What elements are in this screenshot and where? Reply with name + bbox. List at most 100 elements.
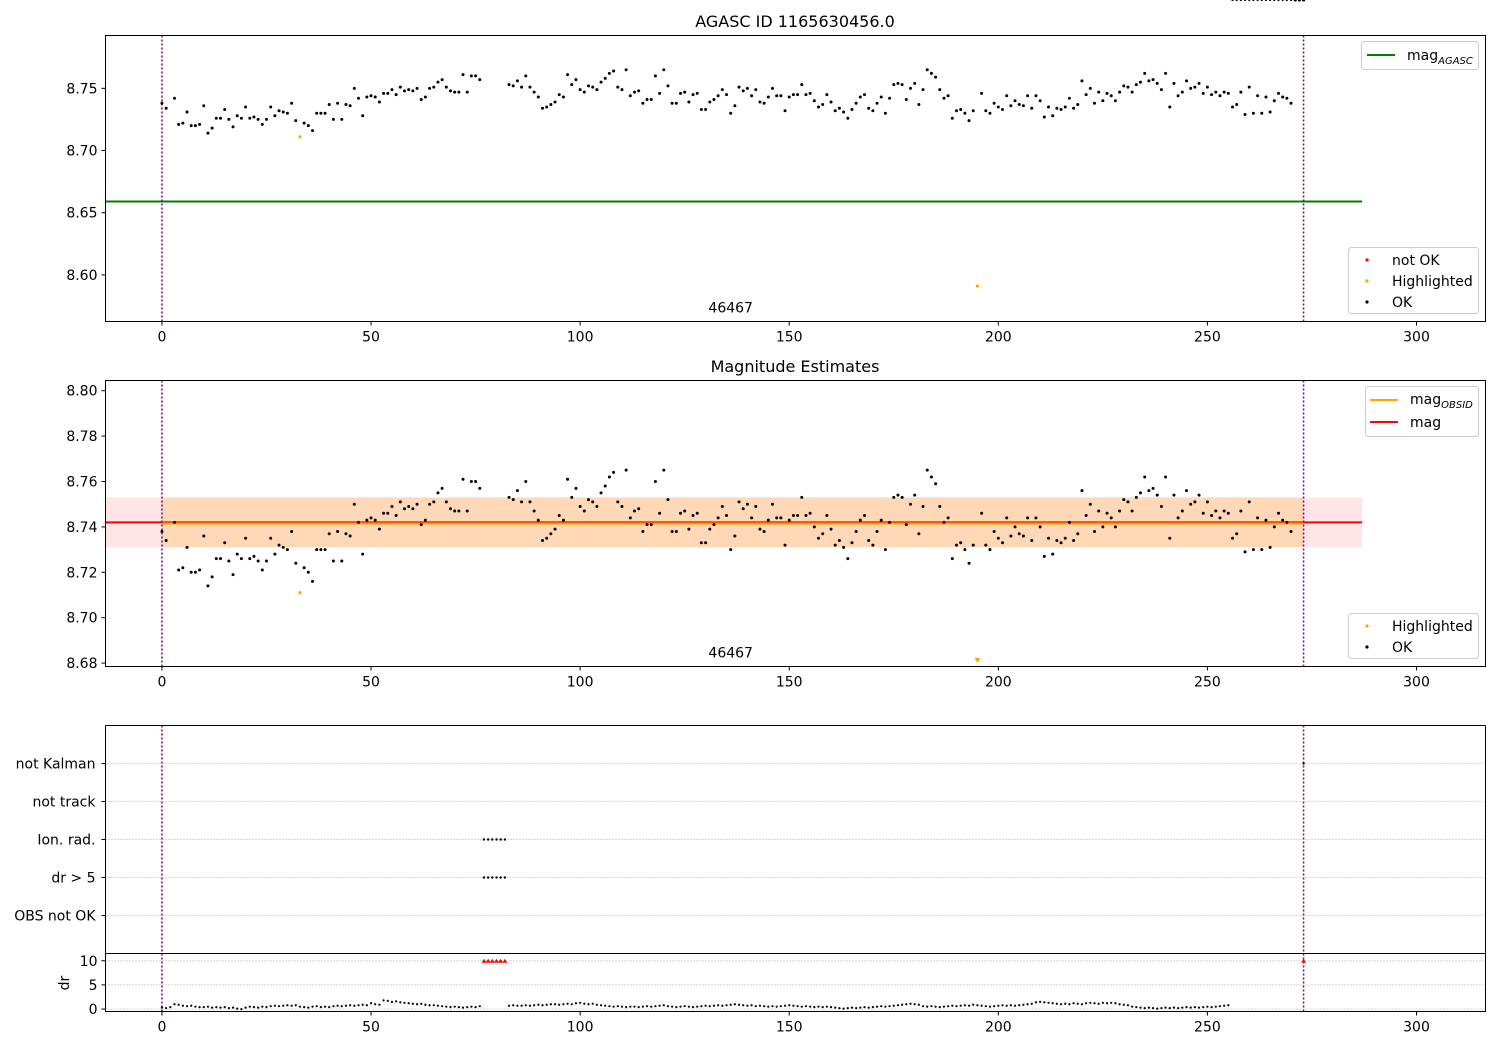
legend-ok-label: OK xyxy=(1392,640,1413,656)
ok-point xyxy=(1189,502,1193,506)
dr-point xyxy=(165,1007,168,1010)
ok-point xyxy=(992,529,996,533)
ok-point xyxy=(846,557,850,561)
dr-point xyxy=(549,1003,552,1006)
ok-point xyxy=(277,543,281,547)
ok-point xyxy=(1172,493,1176,497)
ok-point xyxy=(239,116,243,120)
ok-point xyxy=(327,103,331,107)
ok-point xyxy=(1113,99,1117,103)
dr-point xyxy=(277,1005,281,1008)
ok-point xyxy=(950,557,954,561)
dr-point xyxy=(1164,1006,1167,1009)
ok-point xyxy=(260,122,264,126)
ok-point xyxy=(996,105,1000,109)
dr-point xyxy=(1085,1002,1088,1005)
dr-point xyxy=(1151,1007,1155,1010)
ok-point xyxy=(624,68,628,72)
ok-point xyxy=(1122,498,1126,502)
ok-point xyxy=(867,106,871,110)
ok-point xyxy=(762,529,766,533)
dr-point xyxy=(1080,1003,1084,1006)
dr-point xyxy=(980,1004,983,1007)
x-tick-label: 300 xyxy=(1403,330,1430,346)
ok-point xyxy=(386,511,390,515)
dr-point xyxy=(1172,1006,1176,1009)
ok-point xyxy=(1076,103,1080,107)
ok-point xyxy=(189,570,193,574)
ok-point xyxy=(1243,550,1247,554)
dr-point xyxy=(240,1007,243,1011)
ok-point xyxy=(185,545,189,549)
ok-point xyxy=(921,88,925,92)
ok-point xyxy=(1143,475,1147,479)
ok-point xyxy=(984,109,988,113)
ok-point xyxy=(281,545,285,549)
ok-point xyxy=(1084,514,1088,518)
ok-point xyxy=(888,520,892,524)
flag-point xyxy=(486,838,490,841)
dr-point xyxy=(1022,1003,1025,1006)
ok-point xyxy=(1055,539,1059,543)
ok-point xyxy=(1272,99,1276,103)
ok-point xyxy=(679,91,682,95)
ok-point xyxy=(871,543,875,547)
ok-point xyxy=(532,90,536,94)
dr-point xyxy=(1018,1004,1021,1007)
dr-point xyxy=(921,1005,925,1008)
ok-point xyxy=(1009,104,1013,108)
flag-label: not track xyxy=(32,795,96,811)
ok-point xyxy=(1243,112,1247,116)
ok-point xyxy=(691,514,695,518)
ok-point xyxy=(465,90,469,94)
ok-point xyxy=(909,86,912,90)
ok-point xyxy=(1256,94,1260,98)
ok-point xyxy=(1168,536,1172,540)
ok-point xyxy=(465,509,469,513)
ok-point xyxy=(624,468,628,472)
panel-dr-frame xyxy=(105,953,1486,1012)
dr-point xyxy=(579,1001,582,1004)
x-tick-label: 250 xyxy=(1194,330,1221,346)
ok-point xyxy=(561,518,565,522)
ok-point xyxy=(403,89,406,93)
ok-point xyxy=(1214,509,1218,513)
dr-point xyxy=(612,1005,615,1008)
y-tick-label: 8.75 xyxy=(66,81,97,97)
ok-point xyxy=(708,527,712,531)
ok-point xyxy=(248,116,252,120)
ok-point xyxy=(833,543,837,547)
ok-point xyxy=(775,516,779,520)
ok-point xyxy=(520,500,524,504)
dr-point xyxy=(587,1003,590,1006)
ok-point xyxy=(285,111,289,115)
dr-point xyxy=(905,1003,908,1006)
ok-point xyxy=(637,507,641,511)
dr-point xyxy=(1248,0,1251,2)
ok-point xyxy=(294,561,298,565)
ok-point xyxy=(1072,539,1076,543)
ok-point xyxy=(733,534,737,538)
ok-point xyxy=(607,475,611,479)
dr-point xyxy=(733,1003,736,1006)
ok-point xyxy=(616,85,620,89)
ok-point xyxy=(1005,516,1009,520)
ok-point xyxy=(160,101,164,105)
ok-point xyxy=(1201,91,1205,95)
ok-point xyxy=(988,548,992,552)
dr-point xyxy=(942,1005,946,1008)
ok-point xyxy=(545,105,549,109)
dr-point xyxy=(231,1006,235,1009)
panel-magnitude-title: Magnitude Estimates xyxy=(711,357,880,376)
ok-point xyxy=(1026,516,1030,520)
ok-point xyxy=(1155,81,1159,85)
ok-point xyxy=(1235,532,1239,536)
ok-point xyxy=(750,516,754,520)
y-tick-label: 8.80 xyxy=(66,384,97,400)
dr-point xyxy=(599,1004,603,1007)
dr-point xyxy=(595,1003,598,1006)
dr-point xyxy=(1068,1003,1071,1006)
ok-point xyxy=(524,74,528,78)
ok-point xyxy=(771,502,774,506)
ok-point xyxy=(311,129,314,133)
